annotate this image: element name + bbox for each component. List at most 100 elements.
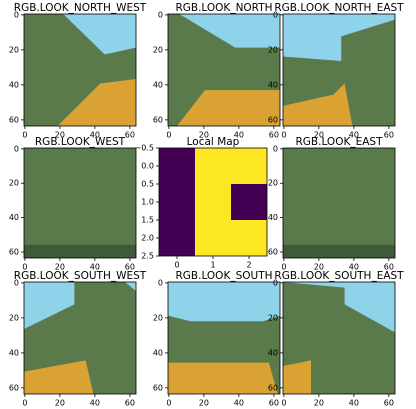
x-tick-label: 60 bbox=[269, 131, 279, 140]
view-region bbox=[124, 282, 136, 291]
game-view bbox=[24, 282, 136, 394]
x-tick-label: 20 bbox=[199, 131, 209, 140]
heatmap-cell bbox=[159, 184, 195, 220]
y-tick-label: 0 bbox=[14, 278, 19, 287]
y-tick-label: 60 bbox=[9, 247, 19, 256]
x-tick-label: 40 bbox=[90, 263, 100, 272]
y-tick-label: 60 bbox=[9, 383, 19, 392]
game-view bbox=[283, 14, 395, 126]
view-region bbox=[176, 90, 280, 126]
x-tick-label: 0 bbox=[174, 261, 179, 270]
x-tick-label: 0 bbox=[281, 131, 286, 140]
x-tick-label: 0 bbox=[22, 399, 27, 408]
subplot-title: RGB.LOOK_SOUTH_WEST bbox=[14, 270, 147, 282]
heatmap-cell bbox=[231, 220, 267, 256]
view-background bbox=[283, 148, 395, 258]
view-region bbox=[283, 360, 311, 394]
view-region bbox=[63, 14, 137, 55]
x-tick-label: 1 bbox=[210, 261, 215, 270]
x-tick-label: 0 bbox=[281, 399, 286, 408]
game-view bbox=[168, 282, 280, 394]
x-tick-label: 20 bbox=[55, 263, 65, 272]
y-tick-label: 1.5 bbox=[141, 216, 154, 225]
view-region bbox=[24, 244, 136, 258]
view-region bbox=[57, 78, 136, 126]
x-tick-label: 20 bbox=[55, 131, 65, 140]
axes-frame bbox=[23, 147, 137, 259]
y-tick-label: 40 bbox=[9, 80, 19, 89]
y-tick-label: 60 bbox=[268, 115, 278, 124]
x-tick-label: 20 bbox=[55, 399, 65, 408]
y-tick-label: 40 bbox=[268, 80, 278, 89]
y-tick-label: 0.0 bbox=[141, 162, 154, 171]
x-tick-label: 40 bbox=[349, 399, 359, 408]
x-tick-label: 40 bbox=[349, 263, 359, 272]
y-tick-label: 0 bbox=[273, 144, 278, 153]
x-tick-label: 60 bbox=[125, 263, 135, 272]
game-view bbox=[168, 14, 280, 126]
subplot-title: RGB.LOOK_WEST bbox=[35, 136, 126, 148]
x-tick-label: 0 bbox=[166, 399, 171, 408]
x-tick-label: 20 bbox=[314, 399, 324, 408]
x-tick-label: 2 bbox=[246, 261, 251, 270]
x-tick-label: 60 bbox=[125, 399, 135, 408]
game-view bbox=[283, 282, 395, 394]
view-region bbox=[24, 360, 94, 394]
view-region bbox=[168, 282, 280, 322]
view-region bbox=[179, 14, 280, 48]
game-view bbox=[24, 14, 137, 126]
x-tick-label: 60 bbox=[384, 263, 394, 272]
y-tick-label: 40 bbox=[268, 213, 278, 222]
axes-frame bbox=[282, 147, 396, 259]
view-region bbox=[283, 244, 395, 258]
view-region bbox=[283, 14, 395, 62]
subplot-title: RGB.LOOK_NORTH bbox=[175, 2, 272, 14]
heatmap-cell bbox=[195, 220, 231, 256]
x-tick-label: 40 bbox=[234, 399, 244, 408]
y-tick-label: 40 bbox=[268, 348, 278, 357]
axes-frame bbox=[23, 281, 137, 395]
x-tick-label: 40 bbox=[234, 131, 244, 140]
x-tick-label: 0 bbox=[22, 131, 27, 140]
axes-frame bbox=[282, 281, 396, 395]
y-tick-label: 60 bbox=[268, 247, 278, 256]
y-tick-label: 0 bbox=[14, 144, 19, 153]
x-tick-label: 40 bbox=[349, 131, 359, 140]
heatmap-cell bbox=[159, 220, 195, 256]
axes-frame bbox=[23, 13, 137, 127]
y-tick-label: 20 bbox=[268, 179, 278, 188]
subplot-title: RGB.LOOK_SOUTH_EAST bbox=[274, 270, 404, 282]
y-tick-label: 20 bbox=[9, 313, 19, 322]
game-view bbox=[283, 148, 395, 258]
y-tick-label: 60 bbox=[268, 383, 278, 392]
y-tick-label: 20 bbox=[153, 45, 163, 54]
x-tick-label: 20 bbox=[314, 131, 324, 140]
y-tick-label: 40 bbox=[9, 348, 19, 357]
view-region bbox=[24, 282, 75, 330]
x-tick-label: 60 bbox=[125, 131, 135, 140]
subplot-title: RGB.LOOK_NORTH_EAST bbox=[274, 2, 404, 14]
subplot-title: RGB.LOOK_EAST bbox=[295, 136, 383, 148]
game-view bbox=[24, 148, 136, 258]
y-tick-label: 1.0 bbox=[141, 198, 154, 207]
y-tick-label: 0 bbox=[273, 10, 278, 19]
view-region bbox=[283, 83, 353, 126]
y-tick-label: 20 bbox=[268, 45, 278, 54]
x-tick-label: 20 bbox=[314, 263, 324, 272]
y-tick-label: 40 bbox=[153, 348, 163, 357]
x-tick-label: 20 bbox=[199, 399, 209, 408]
x-tick-label: 60 bbox=[384, 131, 394, 140]
x-tick-label: 40 bbox=[90, 131, 100, 140]
x-tick-label: 40 bbox=[90, 399, 100, 408]
view-region bbox=[168, 362, 278, 394]
subplot-title: RGB.LOOK_NORTH_WEST bbox=[14, 2, 147, 14]
axes-frame bbox=[167, 13, 281, 127]
x-tick-label: 60 bbox=[269, 399, 279, 408]
y-tick-label: 0 bbox=[14, 10, 19, 19]
y-tick-label: 0.5 bbox=[141, 180, 154, 189]
y-tick-label: 60 bbox=[9, 115, 19, 124]
x-tick-label: 0 bbox=[281, 263, 286, 272]
heatmap-cell bbox=[195, 184, 231, 220]
y-tick-label: 0 bbox=[273, 278, 278, 287]
